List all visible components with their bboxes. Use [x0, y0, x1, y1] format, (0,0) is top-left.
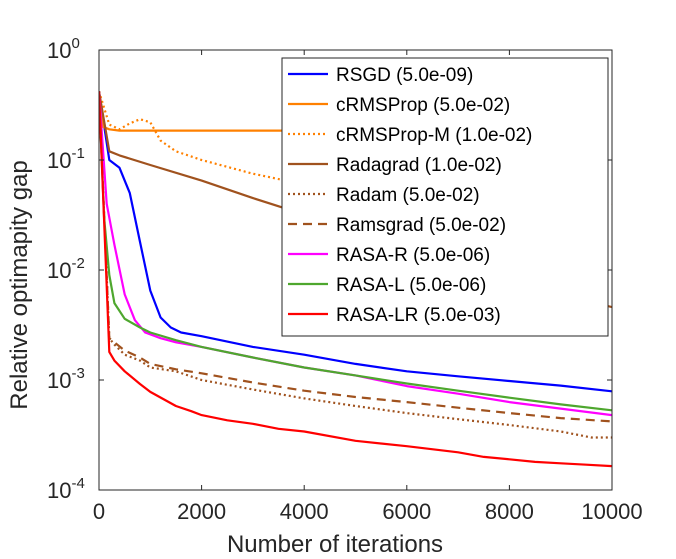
x-tick-label-3: 6000: [382, 499, 431, 524]
legend-label-7: RASA-L (5.0e-06): [336, 275, 486, 296]
series-line-5: [99, 91, 612, 423]
legend-label-5: Ramsgrad (5.0e-02): [336, 215, 506, 236]
x-tick-label-4: 8000: [485, 499, 534, 524]
series-line-0: [99, 91, 612, 393]
series-line-2: [99, 91, 612, 205]
legend-label-8: RASA-LR (5.0e-03): [336, 305, 501, 326]
y-axis-label: Relative optimapity gap: [6, 160, 33, 409]
ticks-layer: 0 2000 4000 6000 8000 10000 100 10-1 10-2 10-3 10-…: [47, 35, 643, 524]
y-tick-label-1: 10-1: [47, 145, 85, 173]
legend-box: [281, 57, 609, 337]
y-tick-label-2: 10-2: [47, 255, 85, 283]
series-line-8: [99, 91, 612, 468]
legend-label-2: cRMSProp-M (1.0e-02): [336, 125, 532, 146]
y-tick-label-0: 100: [47, 35, 80, 63]
legend: RSGD (5.0e-09) cRMSProp (5.0e-02) cRMSProp…: [281, 57, 609, 337]
y-tick-label-4: 10-4: [47, 475, 85, 503]
legend-label-0: RSGD (5.0e-09): [336, 65, 473, 86]
y-tick-label-3: 10-3: [47, 365, 85, 393]
legend-label-6: RASA-R (5.0e-06): [336, 245, 490, 266]
x-tick-label-0: 0: [93, 499, 105, 524]
series-line-7: [99, 91, 612, 412]
x-tick-label-1: 2000: [177, 499, 226, 524]
series-line-1: [99, 91, 284, 132]
x-tick-label-5: 10000: [581, 499, 642, 524]
x-tick-label-2: 4000: [280, 499, 329, 524]
x-axis-label: Number of iterations: [227, 531, 443, 558]
legend-label-4: Radam (5.0e-02): [336, 185, 480, 206]
legend-label-1: cRMSProp (5.0e-02): [336, 95, 510, 116]
legend-label-3: Radagrad (1.0e-02): [336, 155, 502, 176]
